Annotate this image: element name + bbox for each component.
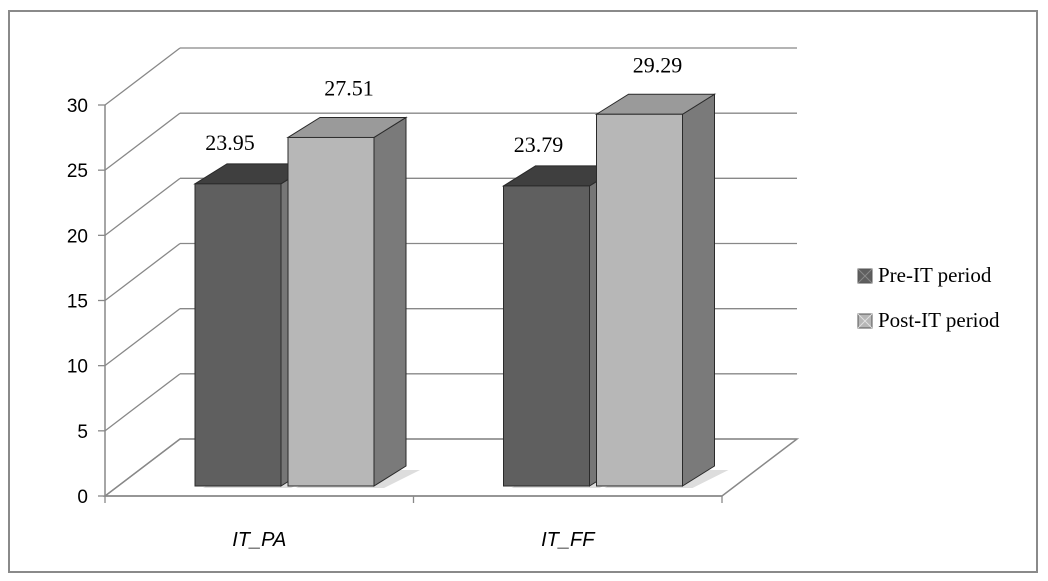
- axes: [98, 104, 723, 503]
- gridline-side: [104, 47, 181, 106]
- gridline-side: [104, 438, 181, 497]
- gridline-side: [104, 373, 181, 432]
- legend-label: Post-IT period: [878, 308, 1000, 332]
- gridline-side: [104, 177, 181, 236]
- y-tick-label: 30: [67, 96, 88, 117]
- legend-swatch-bevel: [857, 268, 873, 284]
- y-tick-label: 15: [67, 292, 88, 313]
- bar-postitperiod-itff: [596, 113, 683, 487]
- data-labels: 23.95 27.51 23.79 29.29: [205, 52, 682, 157]
- data-label: 23.79: [514, 132, 564, 157]
- y-tick-label: 20: [67, 226, 88, 247]
- legend-swatch-bevel: [857, 313, 873, 329]
- data-label: 23.95: [205, 130, 255, 155]
- x-category-label: IT_FF: [541, 529, 596, 551]
- gridline-side: [104, 308, 181, 367]
- tick-labels: 0 5 10 15 20 25 30 IT_PA IT_FF: [67, 96, 596, 551]
- gridline-side: [104, 242, 181, 302]
- bar-preitperiod-itff: [503, 185, 590, 487]
- data-label: 27.51: [324, 75, 374, 100]
- legend: Pre-IT period Post-IT period: [857, 263, 1000, 332]
- x-category-label: IT_PA: [232, 529, 286, 551]
- data-label: 29.29: [633, 52, 683, 77]
- bar-postitperiod-itpa: [287, 136, 375, 487]
- y-tick-label: 0: [77, 487, 88, 508]
- y-tick-label: 5: [77, 422, 88, 443]
- bars: [193, 93, 717, 487]
- bar-preitperiod-itpa: [194, 183, 282, 487]
- y-tick-label: 10: [67, 357, 88, 378]
- bar-side: [682, 93, 715, 487]
- legend-item: Pre-IT period: [857, 263, 992, 287]
- bar-side: [373, 116, 407, 487]
- gridline-side: [104, 112, 181, 171]
- legend-label: Pre-IT period: [878, 263, 992, 287]
- legend-item: Post-IT period: [857, 308, 1000, 332]
- y-tick-label: 25: [67, 161, 88, 182]
